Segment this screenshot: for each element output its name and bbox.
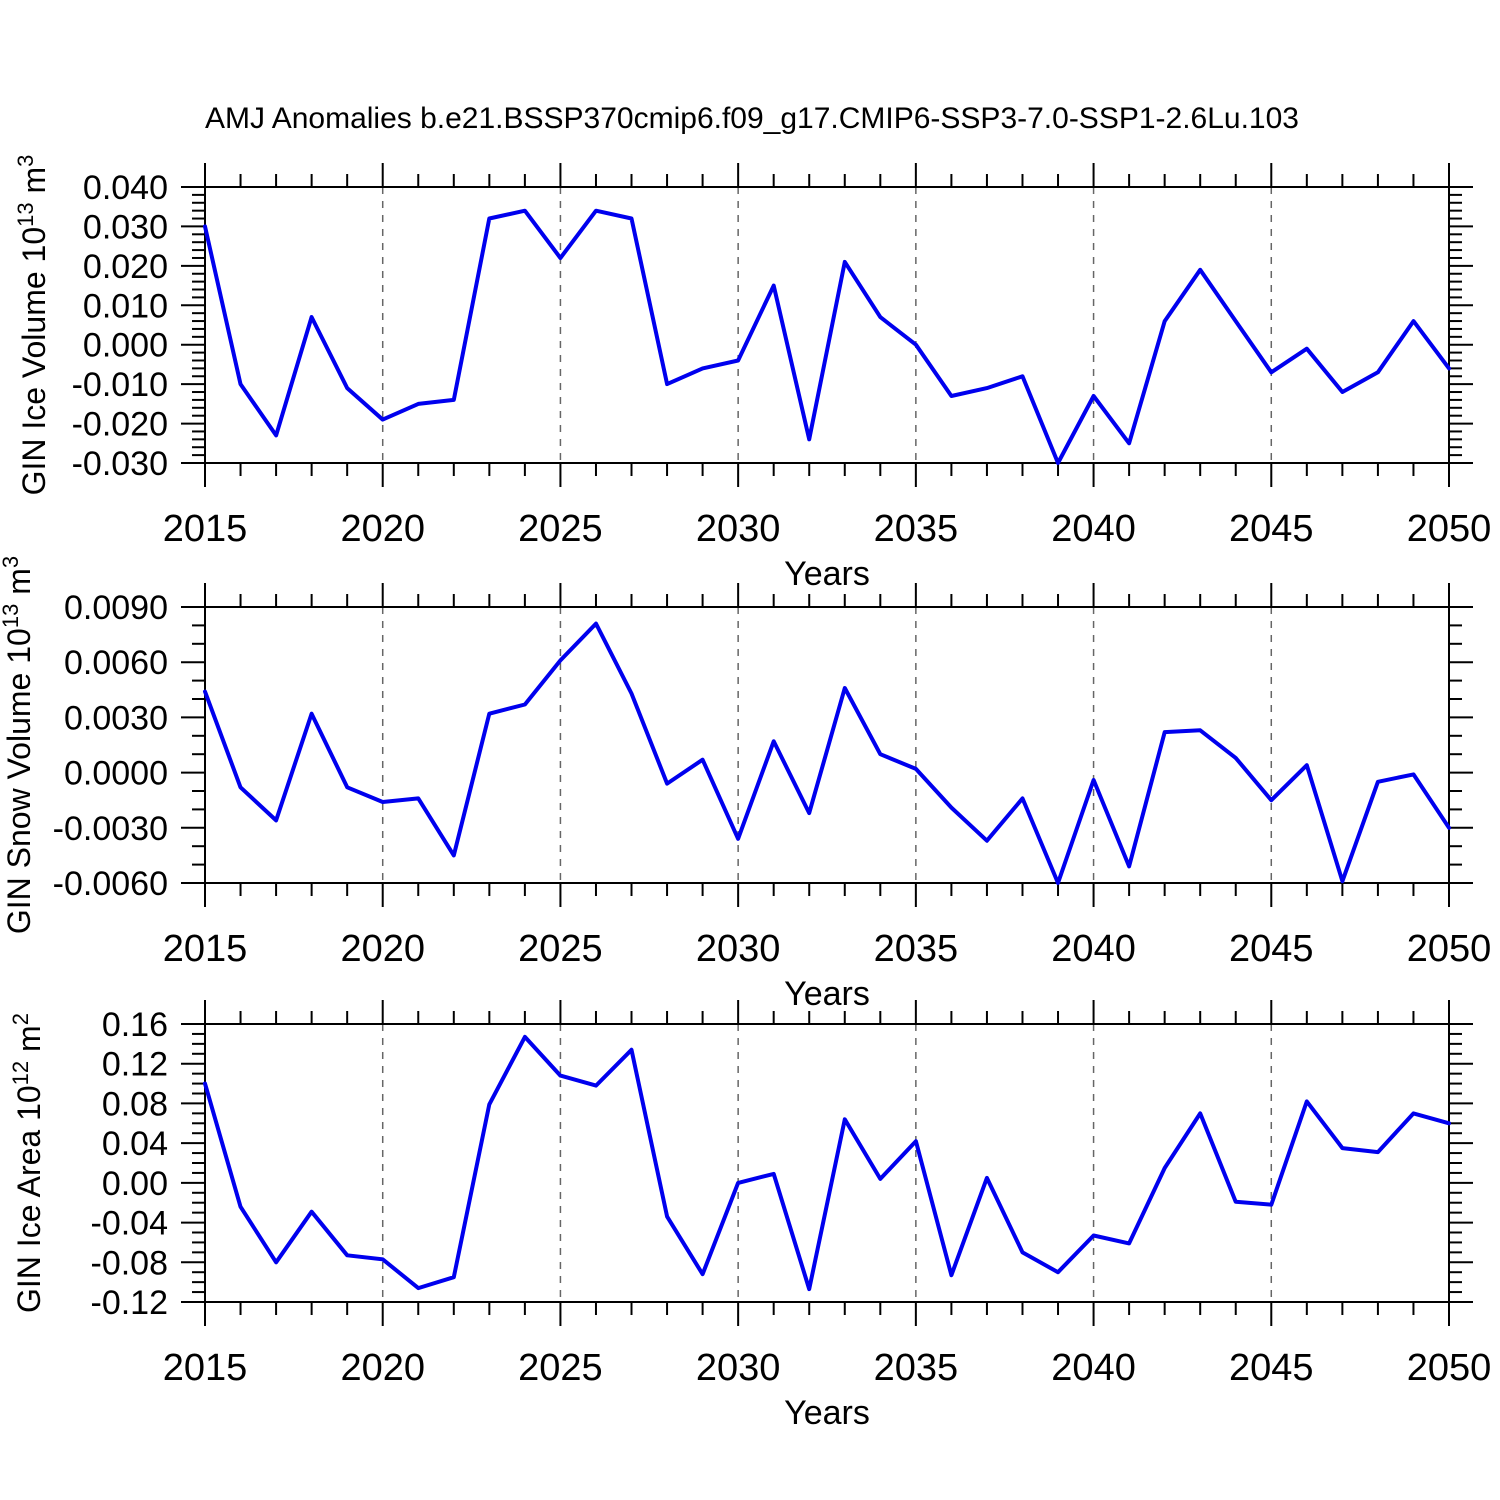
x-tick-label: 2030 [696, 508, 781, 550]
y-tick-label: 0.00 [102, 1165, 168, 1203]
y-tick-label: 0.04 [102, 1125, 168, 1163]
plot-frame [204, 1023, 1450, 1303]
x-tick-label: 2045 [1229, 508, 1314, 550]
y-tick-label: 0.12 [102, 1046, 168, 1084]
plot-frame [204, 186, 1450, 464]
y-axis-title: GIN Ice Volume 1013 m3 [13, 155, 52, 496]
y-axis-title: GIN Ice Area 1012 m2 [8, 1013, 47, 1313]
y-tick-label: 0.020 [83, 248, 168, 286]
x-tick-label: 2020 [340, 928, 425, 970]
y-tick-label: 0.040 [83, 169, 168, 207]
y-tick-label: 0.08 [102, 1085, 168, 1123]
x-tick-label: 2040 [1051, 928, 1136, 970]
y-tick-label: 0.030 [83, 208, 168, 246]
x-tick-label: 2040 [1051, 508, 1136, 550]
x-tick-label: 2030 [696, 928, 781, 970]
x-tick-label: 2020 [340, 1347, 425, 1389]
y-tick-label: -0.0030 [53, 810, 168, 848]
x-tick-label: 2050 [1407, 928, 1492, 970]
y-tick-label: 0.010 [83, 287, 168, 325]
y-tick-label: -0.020 [72, 406, 168, 444]
x-axis-title: Years [784, 1394, 870, 1432]
x-tick-label: 2020 [340, 508, 425, 550]
x-tick-label: 2025 [518, 928, 603, 970]
series-line [203, 1034, 1451, 1292]
y-tick-label: 0.0060 [64, 644, 168, 682]
chart-title: AMJ Anomalies b.e21.BSSP370cmip6.f09_g17… [205, 102, 1299, 135]
x-tick-label: 2040 [1051, 1347, 1136, 1389]
y-tick-label: 0.0030 [64, 699, 168, 737]
plot-frame [204, 606, 1450, 884]
y-tick-label: -0.010 [72, 366, 168, 404]
x-tick-label: 2035 [874, 1347, 959, 1389]
x-axis-title: Years [784, 975, 870, 1013]
y-tick-label: 0.0000 [64, 755, 168, 793]
y-tick-label: 0.0090 [64, 589, 168, 627]
x-tick-label: 2025 [518, 508, 603, 550]
y-tick-label: -0.08 [91, 1244, 169, 1282]
x-tick-label: 2050 [1407, 508, 1492, 550]
x-tick-label: 2045 [1229, 1347, 1314, 1389]
y-tick-label: -0.12 [91, 1284, 169, 1322]
panel-3: -0.12-0.08-0.040.000.040.080.120.16 2015 2… [8, 1000, 1491, 1432]
y-axis-title: GIN Snow Volume 1013 m3 [0, 556, 37, 934]
x-tick-label: 2035 [874, 508, 959, 550]
x-tick-label: 2045 [1229, 928, 1314, 970]
y-tick-label: -0.04 [91, 1205, 169, 1243]
x-axis-title: Years [784, 555, 870, 593]
y-tick-label: -0.030 [72, 445, 168, 483]
panel-1: -0.030-0.020-0.0100.0000.0100.0200.0300.… [13, 155, 1491, 593]
x-tick-label: 2035 [874, 928, 959, 970]
panels: -0.030-0.020-0.0100.0000.0100.0200.0300.… [0, 155, 1491, 1432]
x-tick-label: 2030 [696, 1347, 781, 1389]
y-tick-label: 0.16 [102, 1006, 168, 1044]
x-tick-label: 2015 [163, 508, 248, 550]
series-line [203, 208, 1451, 465]
panel-2: -0.0060 -0.0030 0.0000 0.0030 0.0060 0.0090 20… [0, 556, 1491, 1013]
series-line [203, 621, 1451, 885]
y-tick-label: -0.0060 [53, 865, 168, 903]
x-tick-label: 2050 [1407, 1347, 1492, 1389]
x-tick-label: 2025 [518, 1347, 603, 1389]
x-tick-label: 2015 [163, 1347, 248, 1389]
x-tick-label: 2015 [163, 928, 248, 970]
y-tick-label: 0.000 [83, 327, 168, 365]
